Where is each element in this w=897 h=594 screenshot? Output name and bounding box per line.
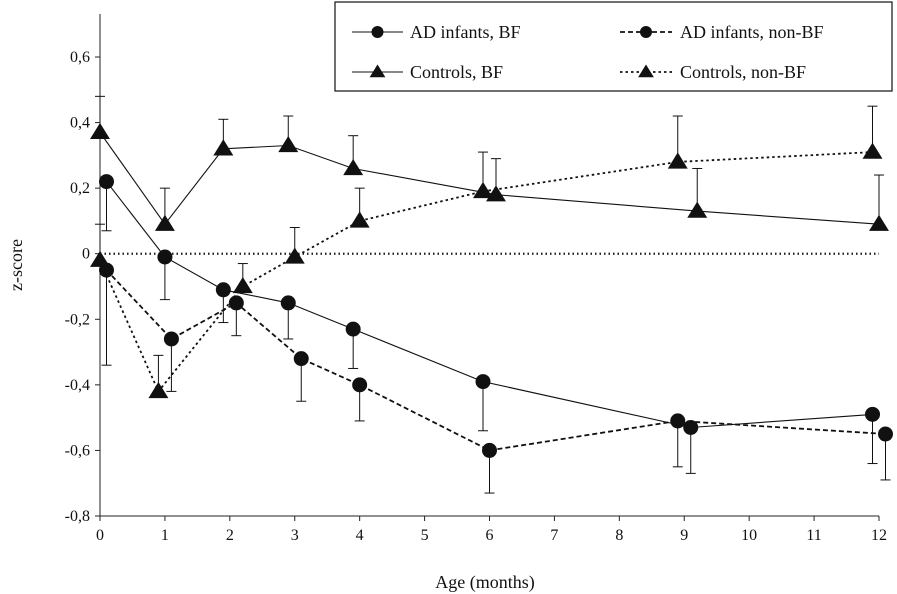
y-tick-label: -0,6 [65, 442, 90, 459]
circle-marker [877, 426, 893, 442]
circle-marker [352, 377, 368, 393]
circle-marker [163, 331, 179, 347]
triangle-marker [473, 181, 493, 199]
legend-item: Controls, BF [352, 62, 503, 82]
y-tick-label: -0,4 [65, 377, 90, 394]
triangle-marker [862, 142, 883, 159]
x-tick-label: 5 [421, 527, 429, 544]
legend: AD infants, BF AD infants, non-BF Controls… [334, 1, 893, 92]
legend-label: Controls, non-BF [680, 62, 806, 82]
x-tick-label: 8 [615, 527, 623, 544]
series-group [98, 174, 881, 474]
y-axis-title: z-score [6, 239, 26, 291]
y-tick-label: 0 [82, 246, 90, 263]
triangle-marker [349, 211, 370, 228]
legend-item: Controls, non-BF [620, 62, 806, 82]
circle-marker [371, 26, 384, 38]
circle-marker [865, 406, 881, 422]
triangle-marker [278, 136, 299, 153]
series-group [90, 105, 883, 399]
circle-marker [475, 374, 491, 390]
triangle-marker [687, 201, 708, 218]
x-tick-label: 6 [486, 527, 494, 544]
circle-marker [683, 419, 699, 435]
circle-marker [482, 442, 497, 458]
x-tick-label: 7 [550, 527, 558, 544]
triangle-marker [90, 250, 110, 267]
y-tick-label: 0,4 [70, 115, 90, 132]
x-tick-label: 11 [806, 527, 821, 544]
circle-marker [98, 174, 114, 190]
x-tick-label: 3 [291, 527, 299, 544]
legend-label: AD infants, non-BF [680, 22, 824, 42]
legend-label: Controls, BF [410, 62, 503, 82]
x-axis-title: Age (months) [435, 572, 534, 593]
circle-marker [228, 295, 244, 311]
triangle-marker [148, 381, 169, 399]
circle-marker [215, 282, 231, 298]
circle-marker [293, 351, 309, 367]
legend-item: AD infants, BF [352, 22, 521, 42]
y-tick-label: 0,6 [70, 49, 90, 66]
ticks: 0 1 2 3 4 5 6 7 8 9 10 11 12-0,8-0,6-0,4-0,200,20,40… [65, 49, 887, 544]
legend-item: AD infants, non-BF [620, 22, 824, 42]
y-tick-label: 0,2 [70, 180, 90, 197]
triangle-marker [90, 122, 110, 140]
series [90, 95, 893, 494]
triangle-marker [667, 152, 688, 169]
x-tick-label: 4 [356, 527, 364, 544]
series-line [106, 181, 873, 429]
legend-label: AD infants, BF [410, 22, 521, 42]
series-line [105, 269, 886, 452]
y-tick-label: -0,2 [65, 311, 90, 328]
series-group [98, 262, 893, 494]
x-tick-label: 12 [871, 527, 887, 544]
x-tick-label: 10 [741, 527, 757, 544]
circle-marker [670, 413, 686, 429]
circle-marker [280, 295, 296, 311]
x-tick-label: 9 [680, 527, 688, 544]
series-line [99, 151, 873, 394]
x-tick-label: 2 [226, 527, 234, 544]
series-line [99, 132, 880, 226]
x-tick-label: 1 [161, 527, 169, 544]
triangle-marker [638, 64, 654, 78]
legend-box [334, 1, 893, 92]
x-tick-label: 0 [96, 527, 104, 544]
triangle-marker [154, 214, 175, 231]
triangle-marker [213, 139, 234, 156]
circle-marker [157, 249, 173, 265]
triangle-marker [232, 277, 253, 294]
triangle-marker [284, 247, 305, 264]
circle-marker [640, 26, 652, 38]
circle-marker [345, 321, 361, 337]
triangle-marker [369, 64, 386, 78]
y-tick-label: -0,8 [65, 508, 90, 525]
triangle-marker [869, 214, 889, 231]
triangle-marker [343, 158, 364, 176]
series-group [90, 95, 889, 231]
